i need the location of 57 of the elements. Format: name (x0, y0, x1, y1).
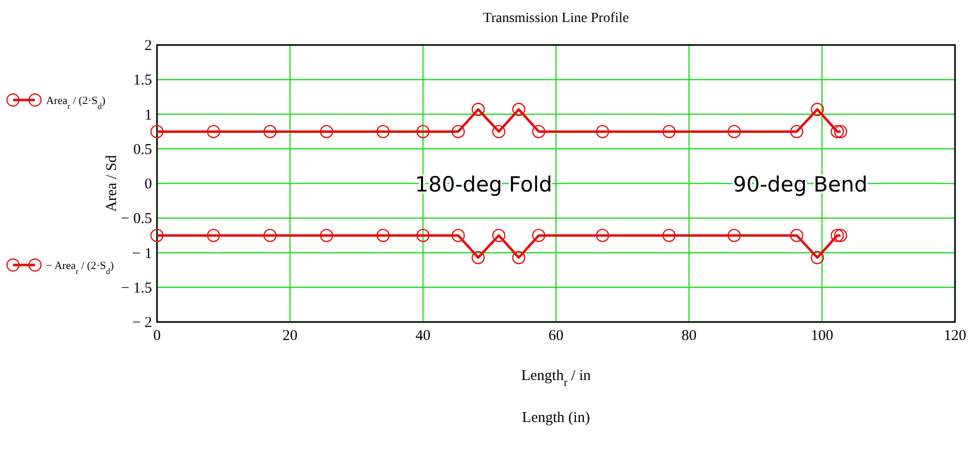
point (416, 124, 430, 138)
point (150, 228, 164, 242)
legend-label: Area$_{r}$ / (2·S$_{d}$) (46, 95, 106, 110)
point (452, 228, 465, 242)
point (512, 102, 526, 116)
legend-label: − Area$_{r}$ / (2·S$_{d}$) (46, 260, 114, 276)
point (416, 228, 430, 242)
y-tick-label: − 1 (132, 246, 152, 262)
point (452, 124, 465, 138)
point (206, 124, 220, 138)
y-tick-label: − 0.5 (121, 211, 152, 228)
point (532, 124, 546, 138)
x-tick-label: 100 (810, 328, 834, 344)
y-tick-label: 1.5 (133, 72, 152, 89)
chart-title: Transmission Line Profile (483, 11, 629, 26)
point (790, 228, 804, 242)
y-tick-label: − 1.5 (121, 280, 152, 296)
point (376, 124, 390, 138)
point (834, 228, 848, 242)
point (206, 228, 220, 242)
point (472, 102, 485, 116)
point (662, 124, 676, 138)
point (263, 228, 277, 242)
point (810, 251, 824, 264)
point (492, 124, 506, 138)
point (834, 124, 848, 138)
point (150, 124, 164, 138)
text: Length (in) (522, 410, 590, 426)
point (596, 124, 610, 138)
point (320, 124, 334, 138)
point (596, 228, 610, 242)
point (376, 228, 390, 242)
point (830, 228, 844, 242)
x-tick-label: 60 (548, 328, 564, 344)
x-tick-label: 80 (682, 328, 696, 344)
x-tick-label: 20 (282, 328, 298, 344)
point (320, 228, 334, 242)
x-axis-title: Length$_{r}$ / in (521, 368, 592, 389)
y-tick-label: − 2 (132, 315, 152, 331)
point (790, 124, 804, 138)
point (512, 251, 526, 264)
y-tick-label: 0 (144, 176, 152, 192)
point (472, 251, 485, 264)
x-tick-label: 40 (416, 328, 430, 344)
y-axis-title: Area / Sd (104, 154, 120, 212)
point (728, 228, 741, 242)
point (662, 228, 676, 242)
point (263, 124, 277, 138)
y-tick-label: 1 (144, 107, 152, 124)
point (532, 228, 546, 242)
x-tick-label: 120 (944, 328, 966, 344)
y-tick-label: 0.5 (133, 142, 152, 158)
point (728, 124, 741, 138)
point (492, 228, 506, 242)
point (830, 124, 844, 138)
point (810, 102, 824, 116)
y-tick-label: 2 (144, 38, 152, 54)
